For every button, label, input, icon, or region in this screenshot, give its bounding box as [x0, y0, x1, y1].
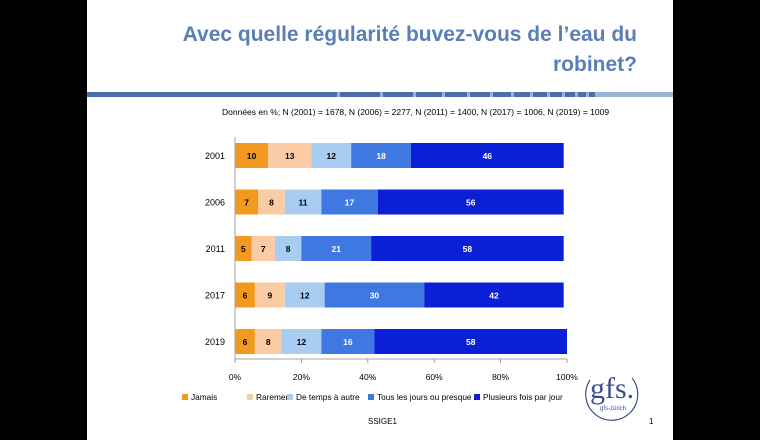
data-label: 18	[376, 151, 386, 161]
title-rule-segment	[445, 92, 467, 97]
title-rule-segment	[87, 92, 337, 97]
bar-segment	[301, 236, 372, 261]
data-label: 5	[241, 244, 246, 254]
data-label: 16	[343, 337, 353, 347]
bar-segment	[235, 282, 255, 308]
data-label: 56	[466, 198, 476, 208]
title-rule-segment	[578, 92, 586, 97]
bar-segment	[235, 236, 252, 261]
bar-segment	[311, 143, 352, 168]
legend-swatch	[474, 394, 480, 400]
legend-label: De temps à autre	[296, 392, 360, 402]
data-label: 8	[266, 337, 271, 347]
bar-segment	[235, 189, 259, 215]
data-label: 8	[269, 198, 274, 208]
slide: Avec quelle régularité buvez-vous de l’e…	[87, 0, 673, 440]
bar-segment	[251, 236, 275, 261]
data-label: 13	[285, 151, 295, 161]
data-label: 12	[327, 151, 337, 161]
page-number: 1	[649, 417, 654, 426]
y-tick-label: 2017	[205, 291, 225, 301]
title-rule-segment	[514, 92, 530, 97]
title-rule-segment	[416, 92, 442, 97]
data-label: 12	[300, 291, 310, 301]
data-label: 58	[466, 337, 476, 347]
x-tick-label: 0%	[229, 372, 242, 382]
title-rule-segment	[589, 92, 595, 97]
data-label: 6	[243, 291, 248, 301]
data-label: 9	[267, 291, 272, 301]
slide-title: Avec quelle régularité buvez-vous de l’e…	[182, 23, 637, 76]
bar-segment	[235, 329, 255, 354]
title-rule-segment	[533, 92, 547, 97]
bar-segment	[258, 189, 285, 215]
x-tick-label: 60%	[426, 372, 443, 382]
y-tick-label: 2006	[205, 198, 225, 208]
legend-label: Tous les jours ou presque	[377, 392, 472, 402]
x-tick-label: 100%	[556, 372, 578, 382]
bar-segment	[321, 189, 378, 215]
data-label: 58	[463, 244, 473, 254]
legend-swatch	[368, 394, 374, 400]
data-label: 12	[297, 337, 307, 347]
logo-text: gfs.	[590, 372, 635, 405]
stacked-bar-chart: 2001 10 13 12 18 46 2006 7 8 11 17 56 2011 5 7 8 21 58 201…	[87, 92, 673, 402]
bar-segment	[281, 329, 322, 354]
x-tick-label: 40%	[359, 372, 376, 382]
legend-label: Rarement	[256, 392, 293, 402]
data-label: 30	[370, 291, 380, 301]
bar-segment	[424, 282, 564, 308]
data-label: 46	[483, 151, 493, 161]
legend-swatch	[247, 394, 253, 400]
bar-segment	[321, 329, 375, 354]
title-rule-segment	[340, 92, 380, 97]
bar-segment	[410, 143, 564, 168]
y-tick-label: 2001	[205, 151, 225, 161]
data-label: 21	[332, 244, 342, 254]
data-label: 7	[261, 244, 266, 254]
bar-segment	[235, 143, 269, 168]
bar-segment	[324, 282, 425, 308]
title-rule-segment	[565, 92, 575, 97]
bar-segment	[274, 236, 302, 261]
title-rule-segment	[550, 92, 562, 97]
gfs-logo: gfs. gfs-zürich	[582, 370, 644, 426]
logo-subtext: gfs-zürich	[600, 406, 627, 412]
data-label: 8	[286, 244, 291, 254]
title-rule-segment	[383, 92, 413, 97]
bar-segment	[284, 189, 322, 215]
data-label: 42	[489, 291, 499, 301]
bar-segment	[371, 236, 564, 261]
legend-swatch	[182, 394, 188, 400]
legend-label: Plusieurs fois par jour	[483, 392, 563, 402]
y-tick-label: 2011	[206, 244, 225, 254]
bar-segment	[284, 282, 325, 308]
sample-size-note: Données en %; N (2001) = 1678, N (2006) …	[222, 107, 610, 117]
bar-segment	[374, 329, 567, 354]
data-label: 6	[243, 337, 248, 347]
legend-label: Jamais	[191, 392, 217, 402]
data-label: 11	[299, 198, 308, 208]
data-label: 17	[345, 198, 355, 208]
title-rule-segment	[493, 92, 511, 97]
y-tick-label: 2019	[205, 337, 225, 347]
data-label: 7	[244, 198, 249, 208]
bar-segment	[254, 282, 285, 308]
legend-swatch	[287, 394, 293, 400]
title-rule-segment	[470, 92, 490, 97]
x-tick-label: 80%	[492, 372, 509, 382]
footer-label: SSIGE1	[368, 417, 397, 426]
data-label: 10	[247, 151, 257, 161]
bar-segment	[351, 143, 411, 168]
bar-segment	[254, 329, 282, 354]
bar-segment	[268, 143, 312, 168]
x-tick-label: 20%	[293, 372, 310, 382]
bar-segment	[377, 189, 564, 215]
